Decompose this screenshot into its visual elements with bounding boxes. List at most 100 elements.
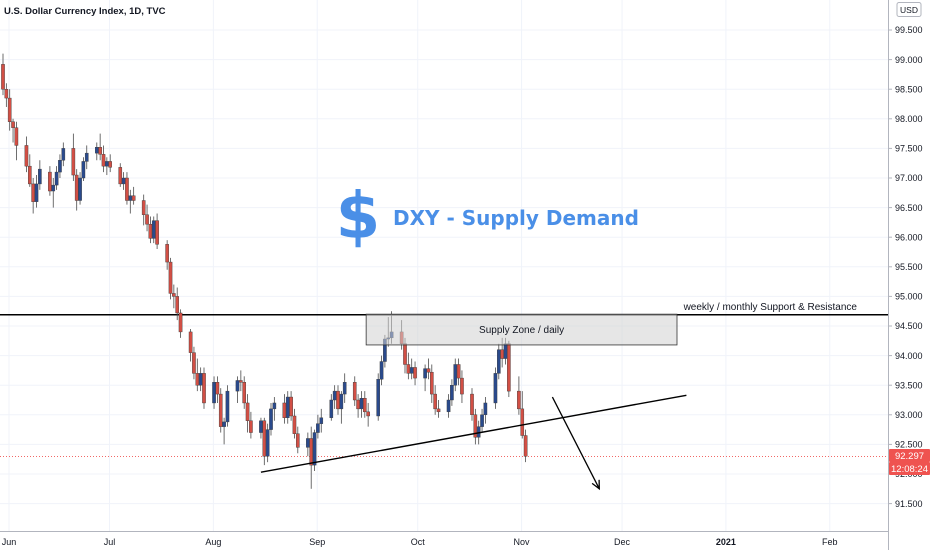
candle-down [1, 64, 5, 90]
candle-down [4, 88, 9, 99]
candle-down [366, 411, 370, 417]
candle-down [249, 420, 253, 433]
supply-zone-box [365, 313, 678, 346]
candle-up [450, 385, 454, 401]
candle-down [242, 382, 247, 404]
candle-down [28, 165, 32, 185]
candle-up [34, 183, 39, 202]
candle-down [517, 390, 521, 410]
candle-down [456, 364, 461, 379]
x-tick-label: Nov [514, 537, 531, 547]
candle-up [493, 373, 498, 404]
candle-up [312, 432, 317, 466]
candle-up [376, 379, 381, 417]
candle-up [483, 402, 488, 415]
y-tick-label: 99.000 [895, 55, 923, 65]
candle-up [306, 438, 310, 448]
candle-down [48, 171, 52, 192]
candle-down [31, 183, 35, 202]
candle-down [523, 435, 528, 457]
y-tick-label: 98.000 [895, 114, 923, 124]
candle-down [352, 382, 357, 401]
candle-down [426, 368, 431, 373]
y-tick-label: 93.500 [895, 380, 923, 390]
candle-up [342, 382, 347, 395]
candles [1, 53, 528, 489]
currency-badge: USD [900, 5, 918, 15]
candle-up [54, 171, 59, 186]
candle-down [336, 390, 340, 410]
candle-down [500, 349, 504, 359]
candle-up [359, 398, 364, 410]
candle-up [151, 220, 156, 239]
candle-up [503, 343, 508, 359]
x-axis-ticks[interactable]: Jun Jul Aug Sep Oct Nov Dec 2021 Feb [2, 537, 838, 547]
candle-up [81, 161, 86, 179]
candle-down [125, 177, 129, 201]
candle-down [24, 145, 29, 167]
candle-up [225, 390, 230, 423]
candle-up [222, 421, 226, 427]
grid [0, 0, 888, 531]
candle-down [188, 331, 193, 353]
candle-down [74, 174, 79, 201]
y-tick-label: 96.000 [895, 232, 923, 242]
candle-up [38, 168, 42, 185]
candle-down [98, 147, 102, 155]
current-price-label: 92.297 [895, 451, 924, 462]
candle-up [128, 195, 133, 201]
candle-up [409, 367, 414, 374]
countdown-box [889, 462, 930, 475]
candle-down [175, 296, 180, 314]
y-tick-label: 97.000 [895, 173, 923, 183]
candle-up [51, 184, 56, 192]
candle-up [332, 390, 337, 401]
y-tick-label: 95.000 [895, 292, 923, 302]
candle-down [215, 382, 220, 395]
y-tick-label: 94.500 [895, 321, 923, 331]
candle-down [460, 377, 464, 395]
candle-down [413, 367, 417, 379]
candle-down [202, 373, 206, 404]
candle-up [453, 364, 458, 386]
y-tick-label: 99.500 [895, 25, 923, 35]
candle-down [155, 220, 159, 245]
candle-down [520, 408, 525, 436]
candle-up [265, 429, 270, 457]
chart-title: U.S. Dollar Currency Index, 1D, TVC [4, 6, 166, 17]
candle-up [235, 380, 240, 392]
candle-down [192, 352, 196, 374]
candle-up [329, 399, 334, 418]
candle-up [212, 382, 216, 404]
candle-down [433, 393, 437, 410]
candle-up [285, 396, 290, 418]
candle-up [61, 148, 66, 161]
candle-down [406, 364, 411, 374]
x-tick-label: Sep [309, 537, 325, 547]
candle-down [292, 415, 297, 434]
x-tick-label: Oct [411, 537, 426, 547]
candle-down [356, 399, 360, 410]
candle-down [245, 402, 250, 421]
candle-down [101, 154, 106, 167]
candle-down [430, 371, 434, 395]
dollar-icon: $ [336, 180, 381, 254]
currency-badge-box [896, 2, 922, 17]
candle-down [108, 161, 112, 168]
candle-down [403, 343, 407, 365]
y-tick-label: 98.500 [895, 84, 923, 94]
candle-down [7, 97, 12, 122]
candle-down [141, 200, 146, 215]
candle-up [78, 177, 82, 201]
candle-up [319, 417, 324, 424]
candle-up [339, 393, 344, 410]
support-resistance-label: weekly / monthly Support & Resistance [683, 302, 858, 313]
x-tick-label: Aug [205, 537, 221, 547]
candle-down [363, 398, 367, 413]
heading-group: $ DXY - Supply Demand [336, 180, 639, 254]
candle-up [497, 349, 501, 374]
y-tick-label: 97.500 [895, 144, 923, 154]
candle-down [239, 380, 243, 383]
y-tick-label: 94.000 [895, 351, 923, 361]
